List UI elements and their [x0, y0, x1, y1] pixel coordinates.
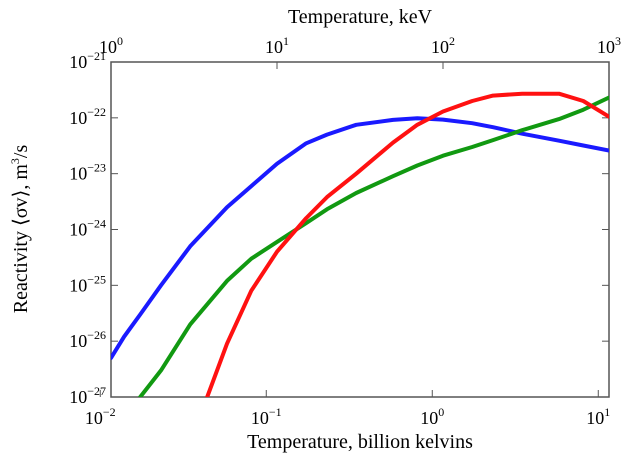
x-bottom-tick-label: 10−2 — [85, 405, 116, 428]
y-tick-label: 10−26 — [69, 328, 106, 351]
y-tick-label-exponent: −25 — [87, 272, 106, 286]
series-line — [205, 91, 609, 397]
y-tick-label-exponent: −23 — [87, 161, 106, 175]
series-line — [138, 95, 609, 397]
x-bottom-tick-label-exponent: 0 — [438, 405, 444, 419]
y-axis-label-prefix: Reactivity ⟨σv⟩, m — [10, 164, 32, 314]
y-tick-label-base: 10 — [69, 387, 87, 407]
x-bottom-tick-label: 101 — [586, 405, 610, 428]
plot-frame — [110, 61, 610, 398]
y-tick-label-exponent: −21 — [87, 49, 106, 63]
y-tick-label: 10−24 — [69, 217, 106, 240]
y-tick-label: 10−21 — [69, 49, 106, 72]
x-top-tick-label: 101 — [265, 34, 289, 57]
x-top-tick-label-exponent: 3 — [615, 34, 621, 48]
y-tick-label-base: 10 — [69, 52, 87, 72]
plot-area — [110, 61, 610, 398]
x-bottom-tick-label-exponent: −2 — [103, 405, 116, 419]
x-bottom-tick-label-exponent: −1 — [269, 405, 282, 419]
x-bottom-tick-label-exponent: 1 — [604, 405, 610, 419]
tick-marks — [99, 61, 610, 398]
y-axis-label: Reactivity ⟨σv⟩, m3/s — [8, 145, 32, 314]
series-lines — [111, 91, 609, 397]
x-top-tick-label-exponent: 0 — [117, 34, 123, 48]
y-tick-label: 10−22 — [69, 105, 106, 128]
x-top-tick-label-base: 10 — [597, 37, 615, 57]
y-tick-label-base: 10 — [69, 220, 87, 240]
y-tick-label-exponent: −22 — [87, 105, 106, 119]
x-bottom-tick-label-base: 10 — [586, 408, 604, 428]
y-tick-label-exponent: −27 — [87, 384, 106, 398]
x-top-axis-label: Temperature, keV — [288, 6, 433, 28]
y-tick-label: 10−27 — [69, 384, 106, 407]
y-tick-label-base: 10 — [69, 331, 87, 351]
x-top-tick-label: 102 — [431, 34, 455, 57]
x-top-tick-label-base: 10 — [431, 37, 449, 57]
x-top-tick-label-exponent: 2 — [449, 34, 455, 48]
x-bottom-tick-label-base: 10 — [251, 408, 269, 428]
y-tick-label: 10−23 — [69, 161, 106, 184]
x-bottom-tick-label-base: 10 — [85, 408, 103, 428]
y-tick-label-base: 10 — [69, 164, 87, 184]
x-top-tick-label-base: 10 — [99, 37, 117, 57]
y-tick-label-exponent: −24 — [87, 217, 106, 231]
x-bottom-tick-label: 10−1 — [251, 405, 282, 428]
x-bottom-tick-label: 100 — [420, 405, 444, 428]
x-bottom-tick-label-base: 10 — [420, 408, 438, 428]
y-axis-label-suffix: /s — [10, 145, 32, 159]
x-top-tick-label-base: 10 — [265, 37, 283, 57]
x-top-tick-label: 100 — [99, 34, 123, 57]
y-tick-label-base: 10 — [69, 108, 87, 128]
y-tick-label-base: 10 — [69, 275, 87, 295]
x-top-tick-label: 103 — [597, 34, 621, 57]
y-axis-label-exponent: 3 — [8, 158, 22, 164]
y-tick-label-exponent: −26 — [87, 328, 106, 342]
x-bottom-axis-label: Temperature, billion kelvins — [247, 431, 473, 453]
y-tick-label: 10−25 — [69, 272, 106, 295]
x-top-tick-label-exponent: 1 — [283, 34, 289, 48]
